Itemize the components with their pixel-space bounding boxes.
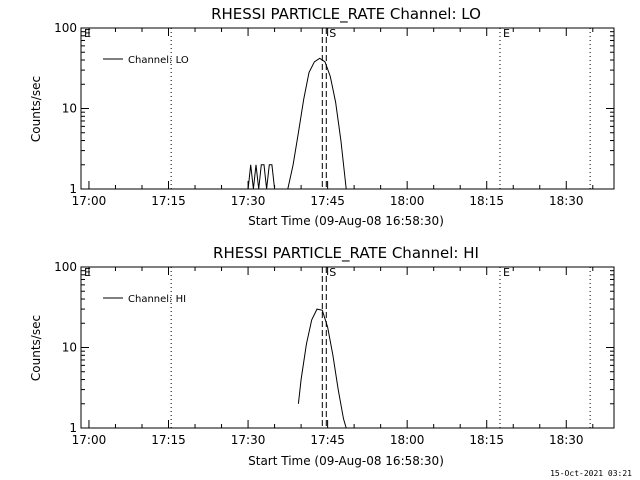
legend-entry: Channel: LO <box>128 55 189 66</box>
chart-title: RHESSI PARTICLE_RATE Channel: HI <box>213 244 479 263</box>
y-tick-label: 1 <box>69 421 77 435</box>
plot-frame <box>80 27 615 190</box>
x-tick-label: 17:00 <box>72 433 107 447</box>
x-tick-label: 18:15 <box>469 194 504 208</box>
series-line <box>297 308 347 429</box>
x-tick-label: 18:00 <box>390 194 425 208</box>
event-marker-label: E <box>503 266 510 279</box>
event-marker-label: E <box>84 266 91 279</box>
y-tick-label: 1 <box>69 182 77 196</box>
x-axis-label: Start Time (09-Aug-08 16:58:30) <box>248 214 444 228</box>
x-tick-label: 18:00 <box>390 433 425 447</box>
x-tick-label: 17:15 <box>151 433 186 447</box>
plot-frame <box>80 266 615 429</box>
y-tick-label: 10 <box>62 102 77 116</box>
x-tick-label: 17:30 <box>231 433 266 447</box>
series-line <box>287 57 347 190</box>
event-marker-label: S <box>329 266 336 279</box>
legend-entry: Channel: HI <box>128 294 186 305</box>
event-marker-label: E <box>503 27 510 40</box>
footer-timestamp: 15-Oct-2021 03:21 <box>550 469 632 478</box>
chart-title: RHESSI PARTICLE_RATE Channel: LO <box>211 5 481 24</box>
series-line <box>247 164 276 190</box>
chart-panel-hi: RHESSI PARTICLE_RATE Channel: HI Counts/… <box>29 244 615 468</box>
y-tick-label: 100 <box>54 260 77 274</box>
y-axis-label: Counts/sec <box>29 315 43 381</box>
x-axis-label: Start Time (09-Aug-08 16:58:30) <box>248 454 444 468</box>
x-tick-label: 17:45 <box>310 194 345 208</box>
x-tick-label: 17:45 <box>310 433 345 447</box>
event-marker-label: E <box>84 27 91 40</box>
y-axis-label: Counts/sec <box>29 76 43 142</box>
x-tick-label: 17:30 <box>231 194 266 208</box>
x-tick-label: 17:15 <box>151 194 186 208</box>
x-tick-label: 18:30 <box>549 433 584 447</box>
x-tick-label: 17:00 <box>72 194 107 208</box>
event-marker-label: S <box>329 27 336 40</box>
y-tick-label: 10 <box>62 341 77 355</box>
x-tick-label: 18:15 <box>469 433 504 447</box>
y-tick-label: 100 <box>54 21 77 35</box>
x-tick-label: 18:30 <box>549 194 584 208</box>
chart-panel-lo: RHESSI PARTICLE_RATE Channel: LO Counts/… <box>29 5 615 228</box>
